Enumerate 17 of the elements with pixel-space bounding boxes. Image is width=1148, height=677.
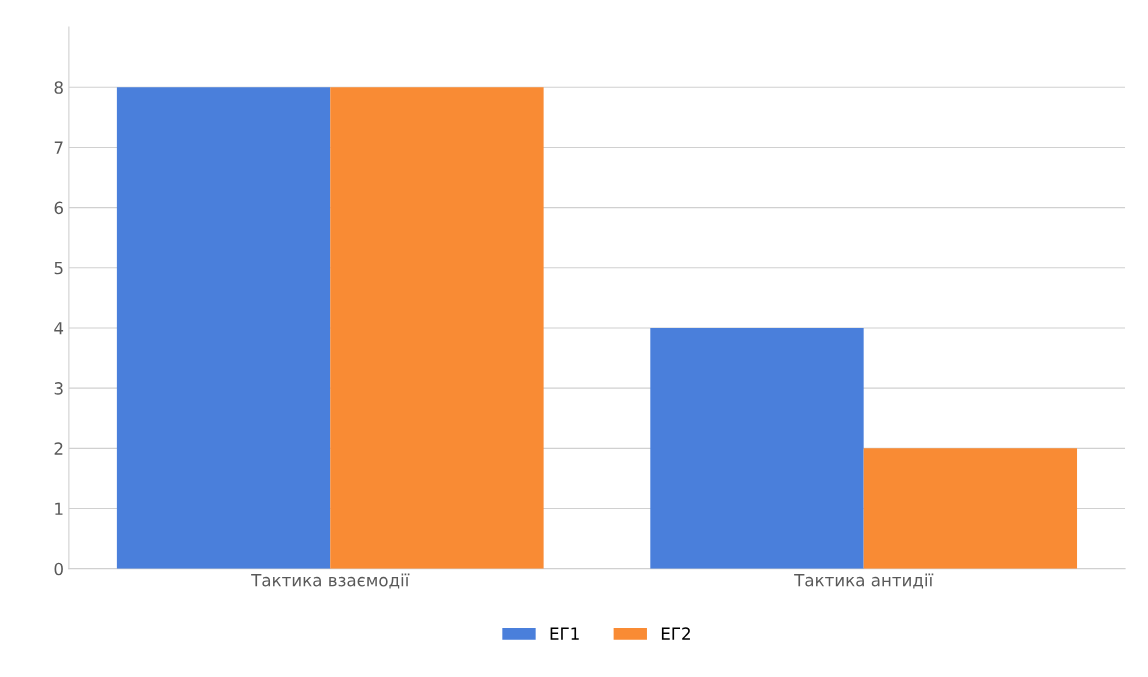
bar [330,87,544,569]
y-tick-label: 0 [54,562,63,576]
y-tick-label: 2 [54,442,63,455]
x-tick-label: Тактика взаємодії [251,573,410,589]
y-tick-label: 8 [54,81,63,94]
y-tick-label: 7 [54,141,63,154]
legend-label: ЕГ1 [550,627,579,640]
bar [650,327,864,569]
legend-label: ЕГ2 [661,627,690,640]
y-tick-label: 6 [54,201,63,215]
y-tick-label: 1 [55,502,63,515]
x-tick-label: Тактика антидії [794,573,934,589]
bar [116,87,331,569]
y-tick-label: 5 [54,261,63,275]
bar [863,448,1078,569]
y-tick-label: 4 [54,322,64,335]
y-tick-label: 3 [54,382,63,395]
